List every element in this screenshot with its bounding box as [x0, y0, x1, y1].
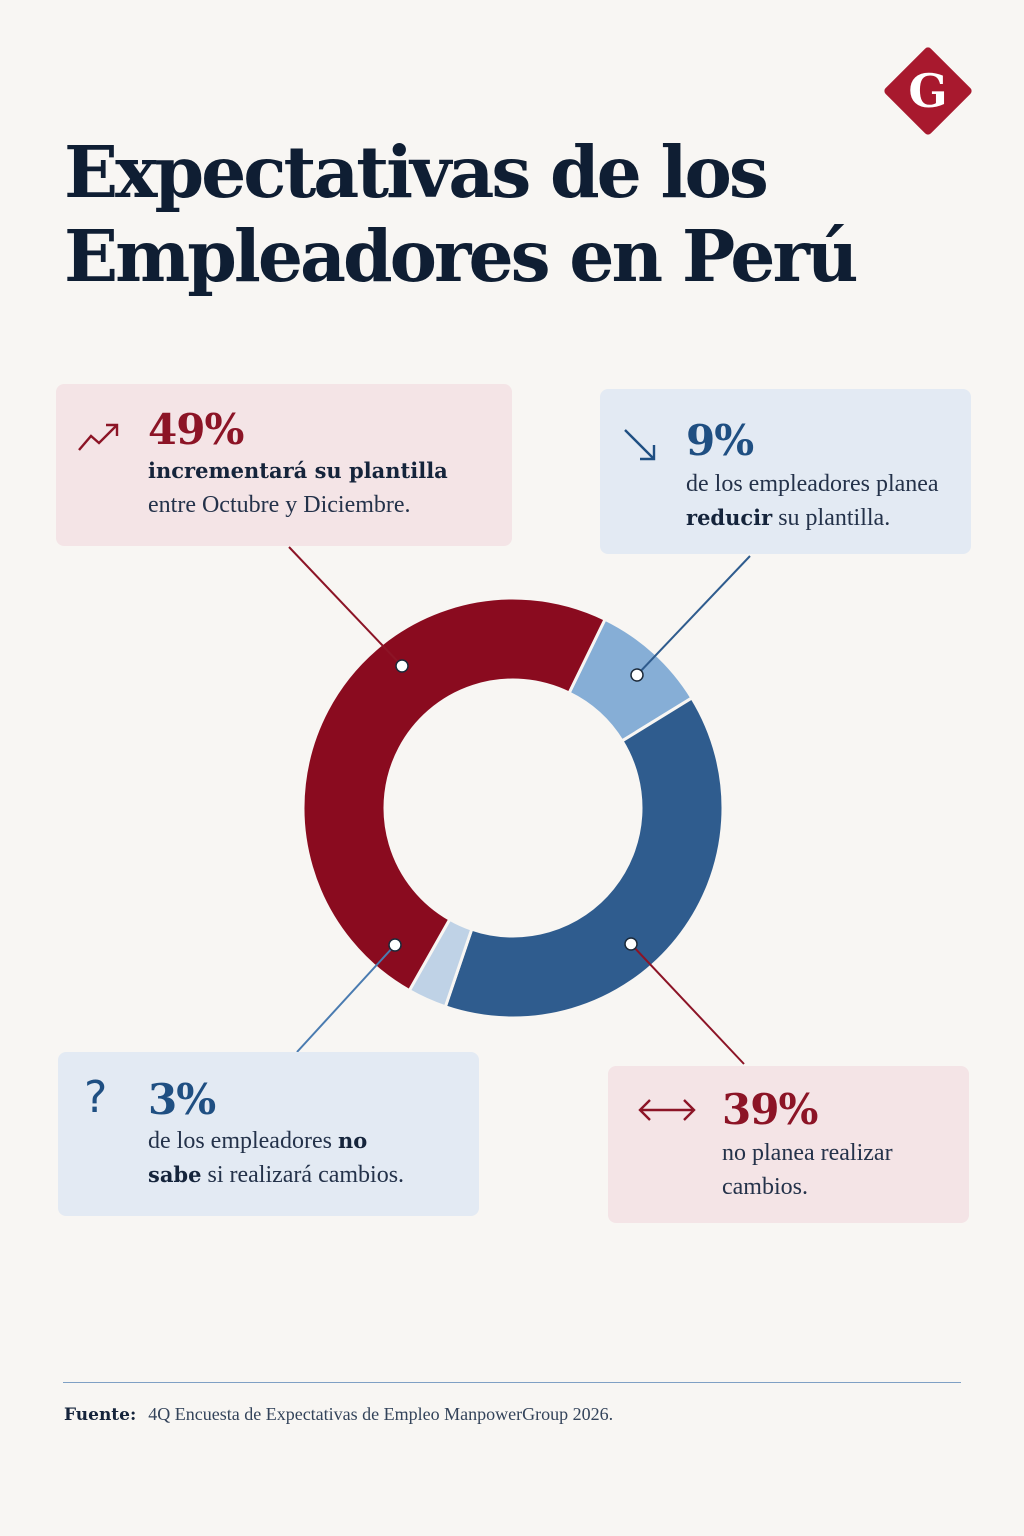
page-title: Expectativas de los Empleadores en Perú [64, 130, 864, 298]
question-icon: ? [84, 1072, 108, 1123]
nochange-text: no planea realizar cambios. [722, 1136, 962, 1204]
unknown-bold-2: sabe [148, 1162, 202, 1187]
nochange-percent: 39% [722, 1085, 818, 1134]
increase-percent: 49% [148, 405, 244, 454]
donut-slice-0 [301, 596, 608, 993]
leader-dot-0 [395, 659, 409, 673]
title-line-1: Expectativas de los [64, 130, 769, 214]
leader-dot-2 [624, 937, 638, 951]
leader-line-3 [296, 944, 396, 1053]
leader-line-2 [630, 943, 745, 1065]
reduce-pre: de los empleadores planea [686, 471, 939, 497]
trend-down-icon [624, 429, 656, 461]
reduce-bold: reducir [686, 505, 773, 530]
unknown-post: si realizará cambios. [201, 1162, 405, 1188]
source-label: Fuente: [64, 1405, 137, 1425]
leader-dot-1 [630, 668, 644, 682]
trend-up-icon [78, 423, 119, 451]
increase-bold: incrementará su plantilla [148, 458, 448, 483]
increase-rest: entre Octubre y Diciembre. [148, 492, 411, 518]
reduce-post: su plantilla. [772, 505, 891, 531]
logo: G [884, 47, 972, 135]
donut-slice-2 [443, 695, 725, 1020]
title-line-2: Empleadores en Perú [64, 214, 859, 298]
unknown-percent: 3% [148, 1075, 216, 1124]
increase-text: incrementará su plantilla entre Octubre … [148, 454, 508, 522]
leader-line-0 [288, 546, 403, 667]
nochange-line-2: cambios. [722, 1174, 808, 1200]
nochange-line-1: no planea realizar [722, 1140, 893, 1166]
reduce-text: de los empleadores planea reducir su pla… [686, 467, 976, 535]
card-unknown: ? 3% de los empleadores no sabe si reali… [58, 1052, 479, 1216]
card-reduce: 9% de los empleadores planea reducir su … [600, 389, 971, 554]
unknown-pre: de los empleadores [148, 1128, 338, 1154]
unknown-text: de los empleadores no sabe si realizará … [148, 1124, 478, 1192]
reduce-percent: 9% [686, 416, 754, 465]
leader-dot-3 [388, 938, 402, 952]
card-nochange: 39% no planea realizar cambios. [608, 1066, 969, 1223]
leader-line-1 [636, 555, 751, 676]
card-increase: 49% incrementará su plantilla entre Octu… [56, 384, 512, 546]
unknown-bold-1: no [337, 1128, 368, 1153]
footer-rule [63, 1382, 961, 1383]
double-arrow-icon [638, 1099, 696, 1121]
source-text: 4Q Encuesta de Expectativas de Empleo Ma… [148, 1404, 614, 1424]
logo-letter: G [908, 64, 947, 118]
source-note: Fuente: 4Q Encuesta de Expectativas de Em… [64, 1404, 613, 1425]
